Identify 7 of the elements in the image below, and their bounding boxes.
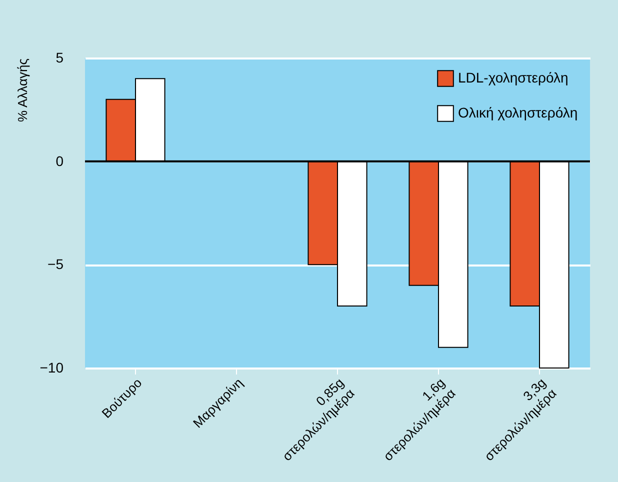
y-tick-label: −5	[48, 256, 64, 272]
y-tick-label: 0	[56, 152, 64, 169]
y-tick-label: −10	[40, 360, 64, 376]
y-tick-label: 5	[56, 50, 64, 66]
legend-label: Ολική χοληστερόλη	[458, 104, 578, 120]
y-axis-title: % Αλλαγής	[14, 58, 30, 122]
legend-label: LDL-χοληστερόλη	[458, 70, 568, 86]
